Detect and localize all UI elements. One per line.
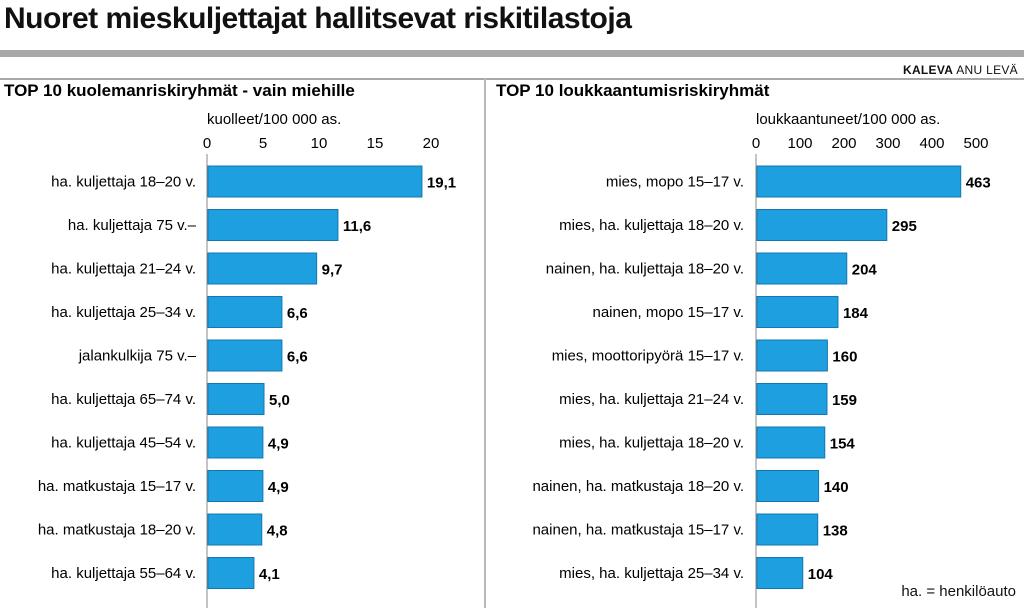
bar	[207, 252, 318, 285]
injury-risk-chart: TOP 10 loukkaantumisriskiryhmät loukkaant…	[496, 81, 991, 608]
title-rule	[0, 50, 1024, 57]
x-tick-label: 15	[367, 135, 384, 152]
bar	[756, 339, 828, 372]
x-tick-label: 300	[875, 135, 900, 152]
value-label: 204	[852, 262, 878, 279]
category-label: mies, mopo 15–17 v.	[606, 174, 744, 191]
category-label: ha. kuljettaja 18–20 v.	[51, 174, 196, 191]
bar	[207, 557, 255, 589]
bar	[756, 383, 828, 415]
x-tick-label: 400	[919, 135, 944, 152]
x-axis-label: kuolleet/100 000 as.	[207, 111, 341, 128]
category-label: mies, ha. kuljettaja 21–24 v.	[559, 391, 744, 408]
category-label: nainen, mopo 15–17 v.	[592, 304, 744, 321]
value-label: 154	[830, 436, 856, 453]
x-tick-label: 5	[259, 135, 267, 152]
bar	[207, 426, 264, 459]
value-label: 6,6	[287, 305, 308, 322]
category-label: ha. kuljettaja 45–54 v.	[51, 435, 196, 452]
value-label: 4,9	[268, 479, 289, 496]
x-tick-label: 20	[423, 135, 440, 152]
category-label: mies, ha. kuljettaja 25–34 v.	[559, 565, 744, 582]
value-label: 4,8	[267, 523, 288, 540]
chart-title: TOP 10 loukkaantumisriskiryhmät	[496, 81, 770, 100]
category-label: ha. matkustaja 18–20 v.	[38, 522, 196, 539]
chart-title: TOP 10 kuolemanriskiryhmät - vain miehil…	[4, 81, 355, 100]
panel-divider	[484, 78, 486, 608]
value-label: 184	[843, 305, 869, 322]
credit-author: ANU LEVÄ	[956, 63, 1018, 77]
category-label: nainen, ha. kuljettaja 18–20 v.	[546, 261, 744, 278]
bar	[756, 296, 839, 328]
value-label: 160	[832, 349, 857, 366]
bar	[207, 383, 265, 415]
bar	[756, 513, 819, 546]
bar	[207, 296, 283, 328]
bar	[207, 209, 339, 241]
category-label: nainen, ha. matkustaja 15–17 v.	[532, 522, 744, 539]
value-label: 104	[808, 566, 834, 583]
category-label: ha. matkustaja 15–17 v.	[38, 478, 196, 495]
bar	[756, 252, 848, 285]
death-risk-chart: TOP 10 kuolemanriskiryhmät - vain miehil…	[4, 81, 456, 608]
x-axis-label: loukkaantuneet/100 000 as.	[756, 111, 940, 128]
value-label: 4,1	[259, 566, 280, 583]
x-tick-label: 10	[311, 135, 328, 152]
bar	[756, 426, 826, 459]
x-tick-label: 0	[752, 135, 760, 152]
category-label: ha. kuljettaja 55–64 v.	[51, 565, 196, 582]
header-rule	[0, 78, 1024, 80]
x-tick-label: 500	[963, 135, 988, 152]
x-tick-label: 0	[203, 135, 211, 152]
bar	[207, 165, 423, 198]
value-label: 463	[966, 175, 991, 192]
category-label: nainen, ha. matkustaja 18–20 v.	[532, 478, 744, 495]
bar	[207, 513, 263, 546]
value-label: 138	[823, 523, 848, 540]
bar	[207, 339, 283, 372]
bar	[756, 165, 962, 198]
value-label: 5,0	[269, 392, 290, 409]
category-label: mies, ha. kuljettaja 18–20 v.	[559, 435, 744, 452]
value-label: 140	[824, 479, 849, 496]
credit: KALEVA ANU LEVÄ	[903, 63, 1018, 77]
footnote: ha. = henkilöauto	[901, 583, 1016, 600]
value-label: 295	[892, 218, 917, 235]
value-label: 19,1	[427, 175, 456, 192]
credit-brand: KALEVA	[903, 63, 954, 77]
bar	[756, 470, 820, 502]
value-label: 9,7	[322, 262, 343, 279]
category-label: ha. kuljettaja 65–74 v.	[51, 391, 196, 408]
category-label: ha. kuljettaja 25–34 v.	[51, 304, 196, 321]
category-label: ha. kuljettaja 21–24 v.	[51, 261, 196, 278]
bar	[756, 209, 888, 241]
bar	[207, 470, 264, 502]
bar	[756, 557, 804, 589]
page-title: Nuoret mieskuljettajat hallitsevat riski…	[4, 2, 632, 35]
value-label: 6,6	[287, 349, 308, 366]
category-label: ha. kuljettaja 75 v.–	[68, 217, 197, 234]
value-label: 159	[832, 392, 857, 409]
x-tick-label: 200	[831, 135, 856, 152]
value-label: 11,6	[343, 218, 371, 235]
category-label: mies, ha. kuljettaja 18–20 v.	[559, 217, 744, 234]
x-tick-label: 100	[787, 135, 812, 152]
category-label: jalankulkija 75 v.–	[78, 348, 197, 365]
category-label: mies, moottoripyörä 15–17 v.	[552, 348, 744, 365]
value-label: 4,9	[268, 436, 289, 453]
